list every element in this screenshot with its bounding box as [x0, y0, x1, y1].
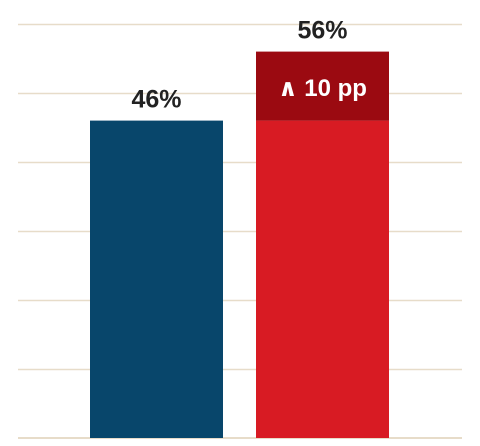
bar-2: [256, 120, 389, 438]
increase-annotation: ∧ 10 pp: [278, 75, 367, 102]
gridlines: [18, 23, 462, 439]
bars: [90, 51, 389, 438]
value-label-1: 46%: [131, 86, 181, 114]
value-labels: 46% ∧ 10 pp 56%: [131, 17, 366, 114]
bar-1: [90, 120, 223, 438]
bar-2-increase-segment: [256, 51, 389, 121]
value-label-2: 56%: [297, 17, 347, 45]
